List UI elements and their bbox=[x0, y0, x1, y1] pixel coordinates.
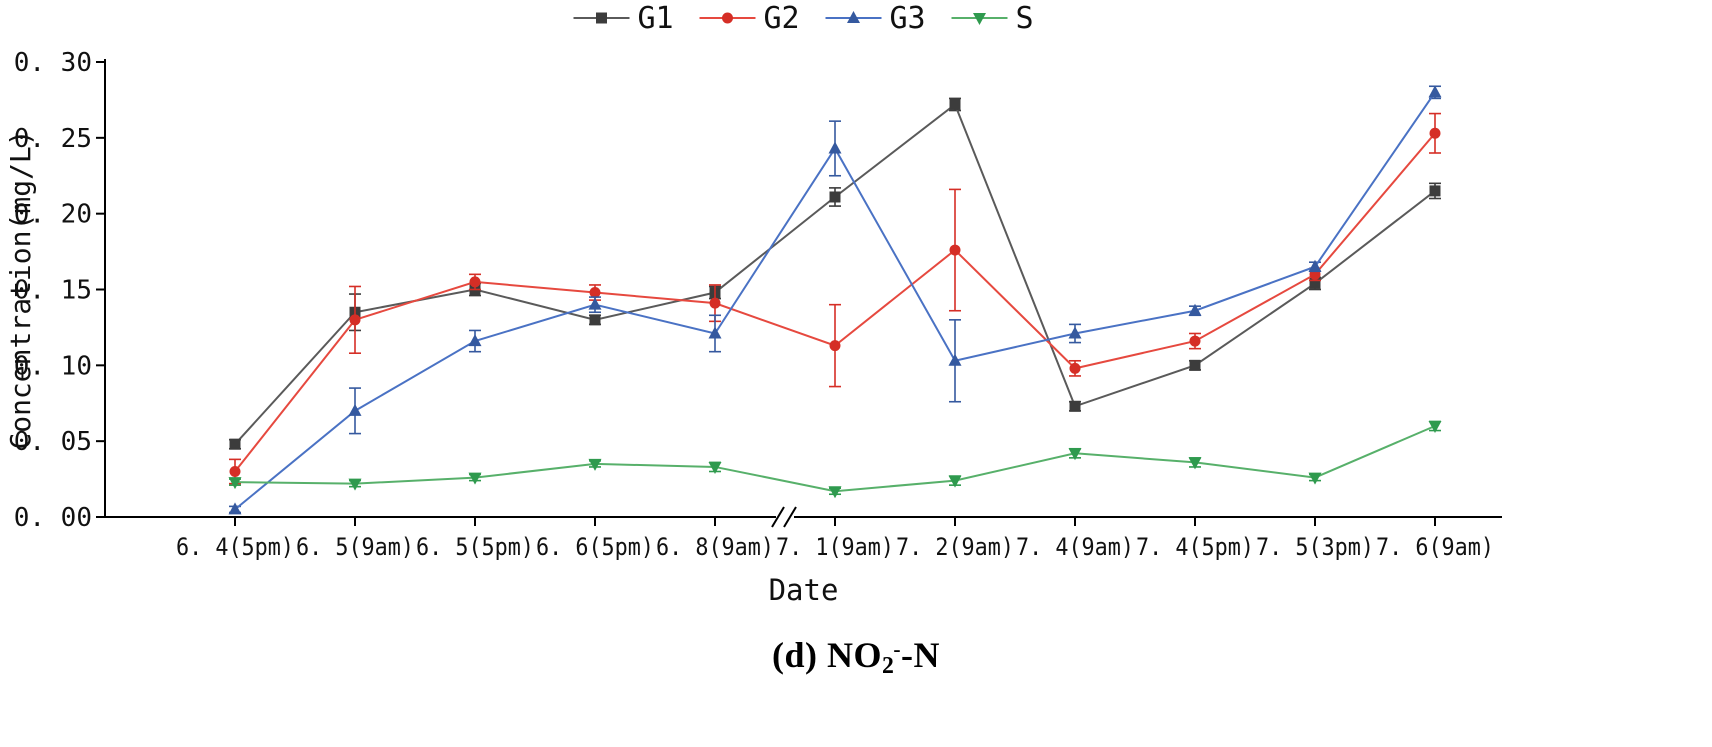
y-tick-label: 0. 20 bbox=[14, 200, 92, 230]
x-tick-label: 6. 6(5pm) bbox=[536, 533, 654, 561]
x-tick-label: 7. 2(9am) bbox=[896, 533, 1014, 561]
legend-item-g3: G3 bbox=[825, 1, 926, 36]
y-tick-label: 0. 10 bbox=[14, 351, 92, 381]
x-tick-label: 7. 6(9am) bbox=[1376, 533, 1494, 561]
title-prefix: (d) NO bbox=[771, 635, 882, 675]
x-tick-label: 7. 4(5pm) bbox=[1136, 533, 1254, 561]
y-tick-label: 0. 00 bbox=[14, 503, 92, 533]
legend-label: G1 bbox=[638, 1, 674, 36]
x-tick-label: 6. 8(9am) bbox=[656, 533, 774, 561]
x-tick-label: 6. 5(9am) bbox=[296, 533, 414, 561]
series-g1 bbox=[229, 97, 1441, 450]
y-tick-label: 0. 05 bbox=[14, 427, 92, 457]
y-axis-label: Concentration(mg/L) bbox=[4, 129, 37, 449]
g2-line bbox=[234, 132, 1436, 473]
x-axis-ticks: 6. 4(5pm) 6. 5(9am) 6. 5(5pm) 6. 6(5pm) 6. 8… bbox=[176, 517, 1494, 561]
y-axis-ticks: 0. 00 0. 05 0. 10 0. 15 0. 20 0. 25 0. 30 bbox=[14, 48, 105, 533]
y-tick-label: 0. 25 bbox=[14, 124, 92, 154]
x-axis-label: Date bbox=[769, 573, 839, 607]
series-s bbox=[228, 420, 1442, 499]
legend-item-s: S bbox=[951, 1, 1034, 36]
title-subscript: 2 bbox=[881, 652, 895, 679]
x-tick-label: 7. 4(9am) bbox=[1016, 533, 1134, 561]
x-tick-label: 6. 4(5pm) bbox=[176, 533, 294, 561]
legend-item-g1: G1 bbox=[573, 1, 674, 36]
legend-label: G2 bbox=[764, 1, 800, 36]
x-tick-label: 7. 1(9am) bbox=[776, 533, 894, 561]
x-tick-label: 6. 5(5pm) bbox=[416, 533, 534, 561]
legend-label: S bbox=[1016, 1, 1034, 36]
y-tick-label: 0. 15 bbox=[14, 276, 92, 306]
series-g3 bbox=[228, 85, 1442, 515]
series-g2 bbox=[229, 112, 1441, 485]
legend-item-g2: G2 bbox=[699, 1, 800, 36]
x-tick-label: 7. 5(3pm) bbox=[1256, 533, 1374, 561]
title-suffix: -N bbox=[901, 635, 941, 675]
title-superscript: - bbox=[893, 637, 902, 662]
axis-break-icon bbox=[771, 506, 797, 528]
legend: G1 G2 G3 S bbox=[573, 1, 1034, 36]
line-chart: 0. 00 0. 05 0. 10 0. 15 0. 20 0. 25 0. 30 6. 4(… bbox=[4, 1, 1502, 607]
legend-label: G3 bbox=[890, 1, 926, 36]
y-tick-label: 0. 30 bbox=[14, 48, 92, 78]
chart-title: (d) NO2--N bbox=[0, 634, 1712, 680]
s-line bbox=[234, 425, 1436, 493]
